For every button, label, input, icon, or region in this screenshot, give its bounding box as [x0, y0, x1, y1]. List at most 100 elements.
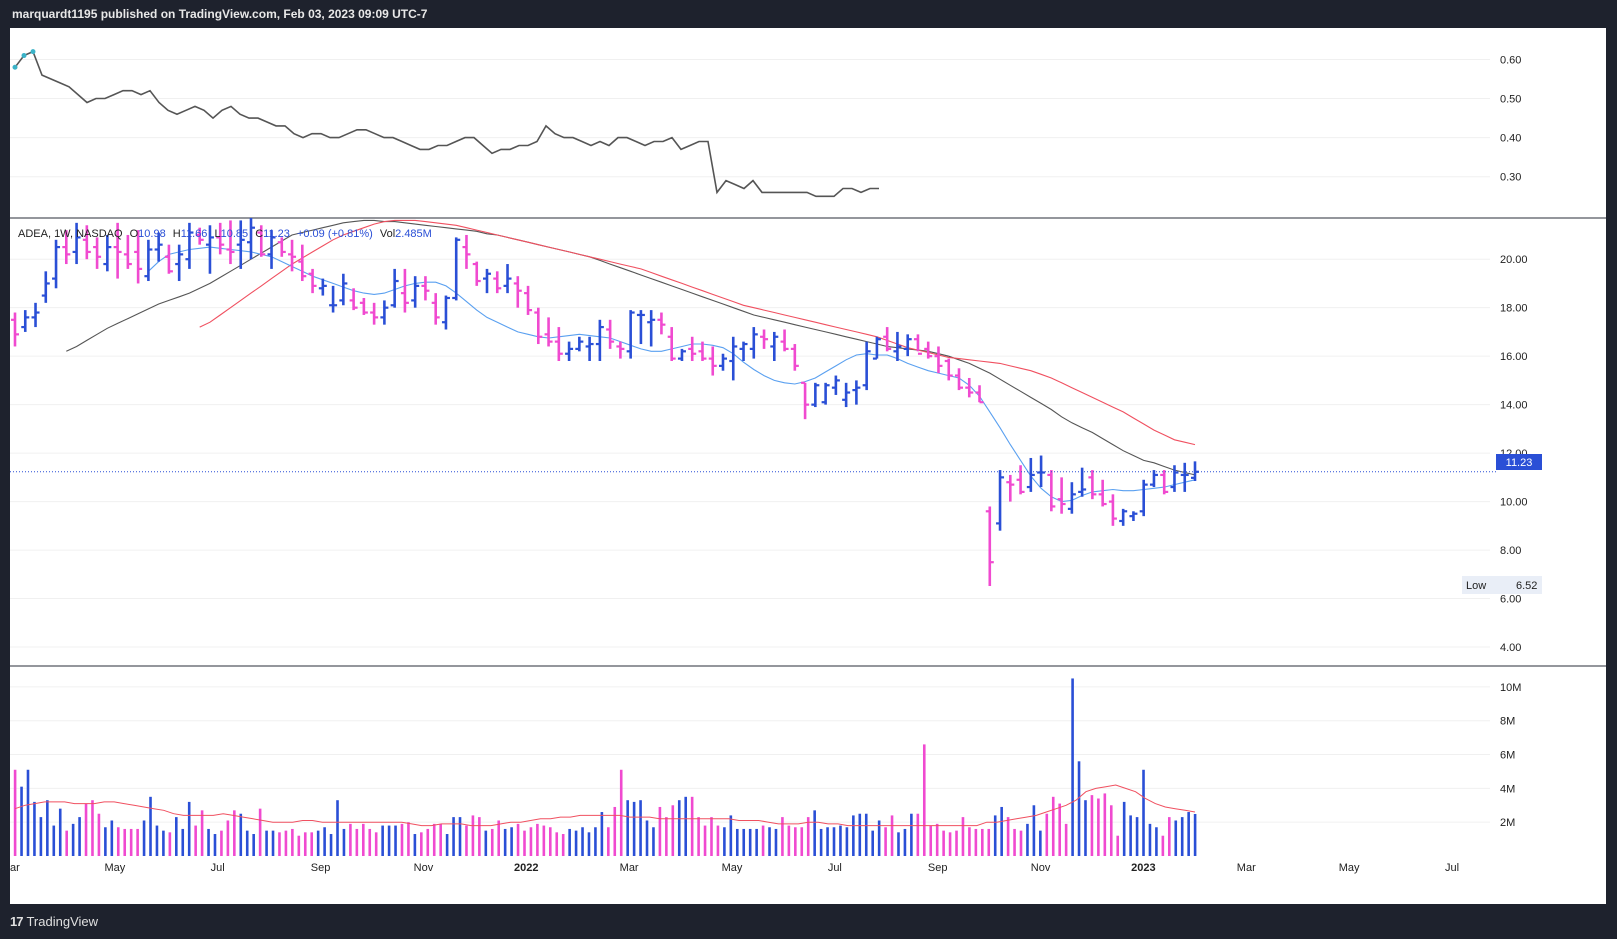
volume-bar [175, 817, 178, 856]
volume-bar [91, 800, 94, 856]
ohlc-bar [1191, 461, 1199, 481]
volume-bar [852, 815, 855, 856]
volume-bar [465, 825, 468, 856]
volume-bar [884, 827, 887, 856]
ohlc-bar [205, 225, 214, 274]
volume-bar [278, 832, 281, 856]
volume-bar [316, 830, 320, 856]
ohlc-bar [339, 273, 348, 306]
volume-bar [220, 830, 223, 856]
volume-bar [445, 834, 449, 856]
volume-bar [658, 806, 662, 856]
ohlc-bar [934, 346, 943, 374]
volume-bar [600, 812, 604, 856]
ohlc-bar [513, 276, 522, 308]
ohlc-bar [154, 232, 163, 262]
relative-strength-panel: 0.60 0.50 0.40 0.30 [10, 49, 1606, 219]
volume-bar [1084, 800, 1087, 856]
volume-bar [439, 823, 442, 856]
ohlc-bar [975, 385, 984, 404]
volume-bar [516, 823, 520, 856]
volume-bar [155, 825, 159, 856]
volume-bar [65, 830, 68, 856]
volume-bar [845, 827, 849, 856]
volume-bar [329, 834, 333, 856]
volume-bar [716, 825, 720, 856]
ohlc-bar [185, 222, 194, 269]
volume-bar [826, 827, 829, 856]
legend-change: +0.09 (+0.81%) [297, 228, 373, 240]
volume-bar [1122, 801, 1126, 856]
publish-line: marquardt1195 published on TradingView.c… [12, 7, 428, 21]
y-tick-label: 4M [1500, 783, 1515, 795]
ohlc-bar [729, 336, 738, 381]
volume-bar [1000, 806, 1003, 856]
ohlc-bar [1016, 465, 1025, 495]
volume-bar [245, 830, 249, 856]
ohlc-bar [585, 336, 594, 362]
ohlc-bar [380, 300, 389, 325]
volume-bar [129, 828, 133, 856]
ohlc-bar [996, 470, 1005, 531]
volume-bar [1193, 813, 1197, 856]
ohlc-bar [821, 382, 830, 405]
volume-bar [20, 786, 23, 856]
ohlc-bar [1170, 465, 1179, 492]
y-tick-label: 10M [1500, 682, 1521, 694]
ohlc-bar [1078, 467, 1087, 497]
ohlc-bar [1160, 470, 1169, 495]
volume-bar [652, 827, 655, 856]
chart-area[interactable]: 0.600.500.400.30 20.0018.0016.0014.0012.… [10, 28, 1606, 904]
ohlc-bar [944, 358, 953, 381]
y-tick-label: 0.50 [1500, 94, 1521, 106]
volume-bar [1064, 823, 1068, 856]
ohlc-bar [749, 327, 758, 359]
ohlc-bar [790, 344, 799, 371]
volume-bar [794, 827, 797, 856]
volume-bar [768, 827, 771, 856]
x-tick-label: Nov [414, 862, 434, 874]
volume-bar [922, 744, 926, 856]
volume-bar [1032, 805, 1036, 856]
volume-bar [890, 815, 894, 856]
volume-bar [806, 817, 810, 856]
ohlc-bar [483, 268, 491, 294]
volume-bar [735, 828, 739, 856]
ohlc-bar [616, 341, 625, 359]
footer-brand[interactable]: TradingView [26, 913, 99, 929]
ohlc-bar [421, 276, 430, 301]
legend-vol-label: Vol [380, 228, 395, 240]
volume-bar [104, 827, 107, 856]
ohlc-bar [308, 268, 317, 294]
legend-open: 10.98 [138, 228, 166, 240]
volume-bar [26, 769, 30, 856]
volume-bar [265, 830, 268, 856]
ohlc-bar [123, 234, 132, 269]
y-tick-label: 18.00 [1500, 303, 1528, 315]
volume-bar [690, 796, 694, 856]
volume-bar [471, 815, 475, 856]
volume-bar [774, 828, 778, 856]
volume-bar [1161, 835, 1165, 856]
ohlc-bar [195, 227, 204, 245]
volume-panel: 10M 8M 6M 4M 2M [10, 678, 1521, 856]
volume-bar [723, 827, 726, 856]
ohlc-bar [503, 264, 512, 294]
volume-bar [490, 828, 494, 856]
ohlc-bar [472, 261, 481, 286]
volume-bar [213, 834, 217, 856]
volume-bar [703, 825, 707, 856]
volume-bar [258, 808, 262, 856]
ohlc-bar [113, 222, 122, 279]
legend-low-label: L [214, 228, 220, 240]
ohlc-bar [431, 293, 440, 325]
chart-svg[interactable]: 0.600.500.400.30 20.0018.0016.0014.0012.… [10, 28, 1606, 904]
volume-bar [1039, 830, 1042, 856]
volume-bar [1129, 815, 1132, 856]
x-axis: ar May Jul Sep Nov 2022 Mar May Jul Sep Nov 2023 Mar… [10, 862, 1459, 874]
ohlc-bar [770, 331, 779, 362]
ohlc-bar [698, 341, 707, 362]
volume-bar [536, 823, 539, 856]
y-tick-label: 0.60 [1500, 54, 1521, 66]
volume-bar [497, 820, 501, 856]
